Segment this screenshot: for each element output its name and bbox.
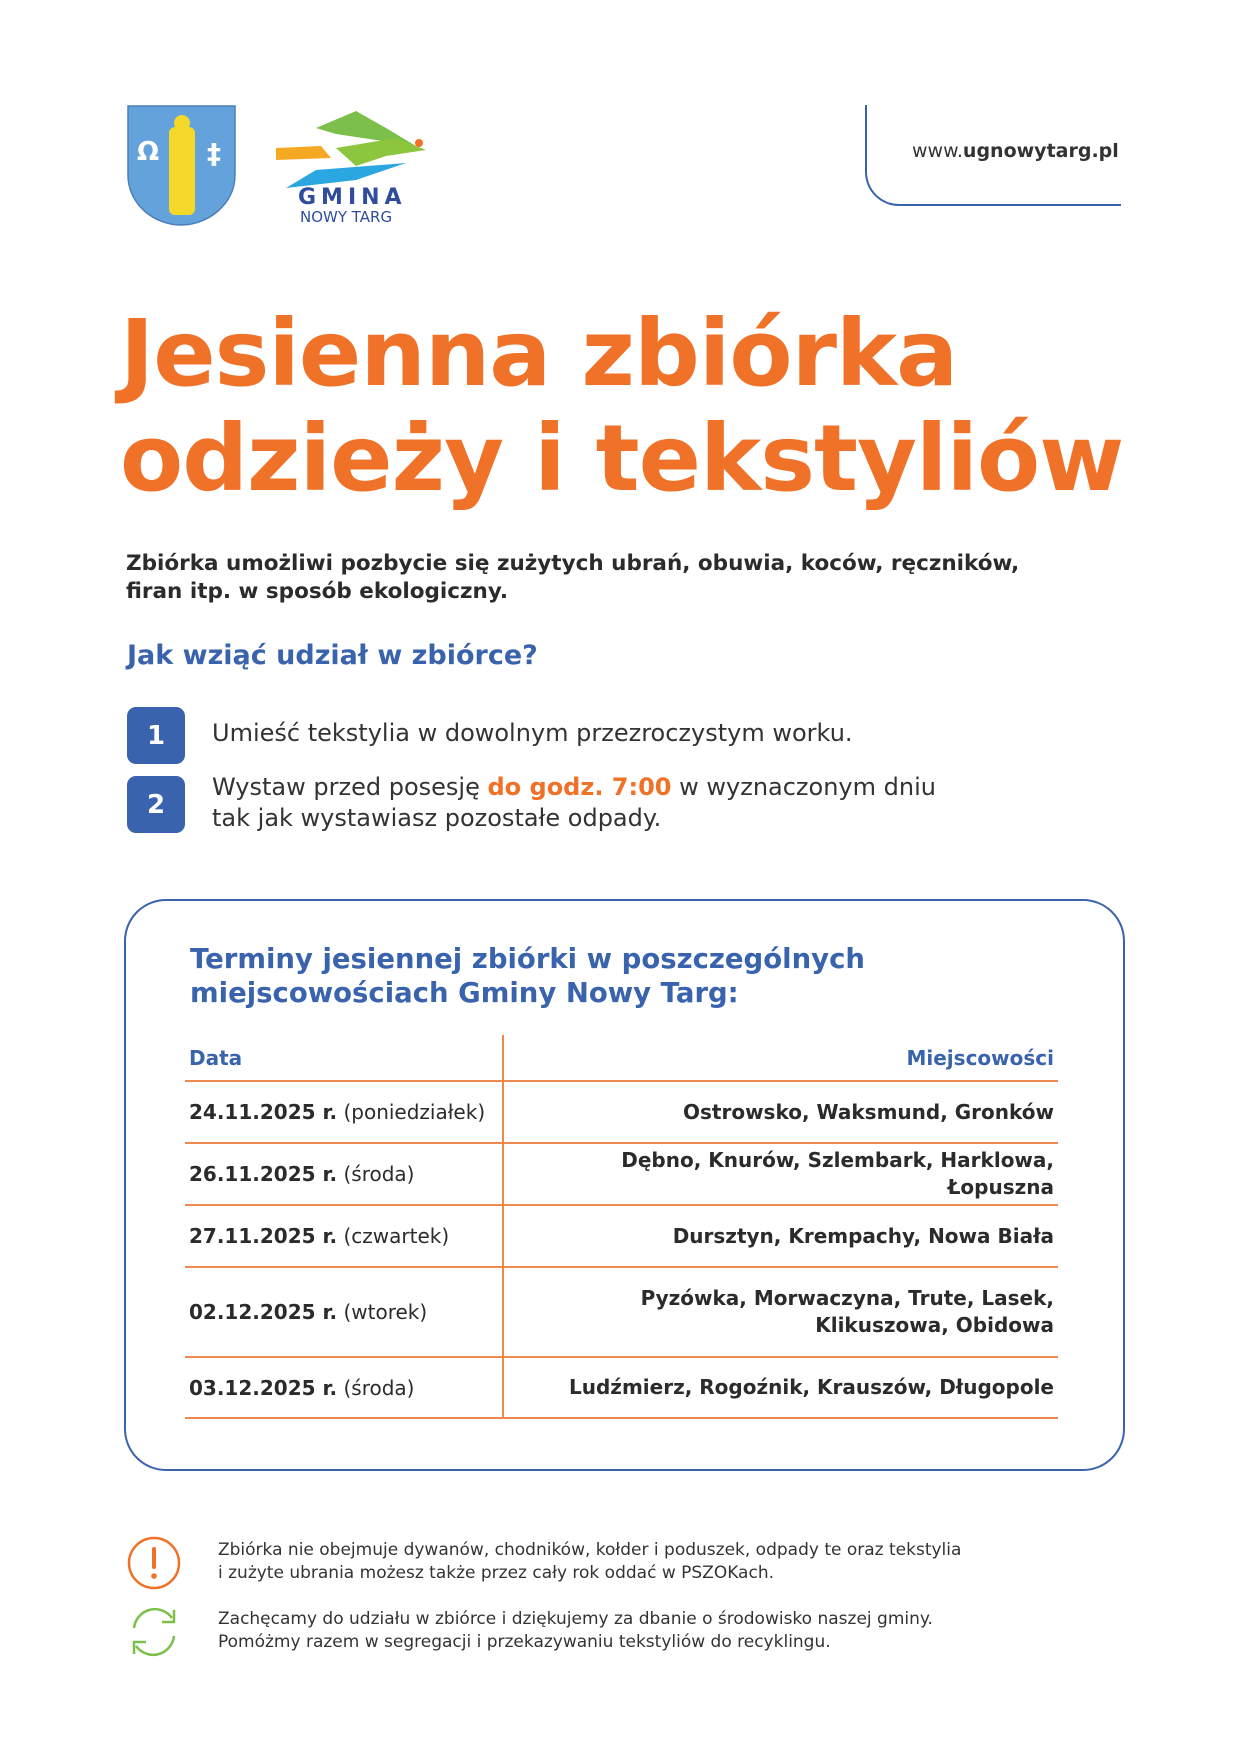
schedule-table: Data Miejscowości 24.11.2025 r. (poniedzi…: [185, 1035, 1058, 1419]
url-box: [865, 105, 1121, 206]
title-line-2: odzieży i tekstyliów: [120, 405, 1124, 512]
note-1: Zbiórka nie obejmuje dywanów, chodników,…: [218, 1540, 962, 1583]
table-row: 27.11.2025 r. (czwartek) Dursztyn, Krempa…: [185, 1205, 1058, 1268]
logo-text: GMINA: [298, 185, 407, 210]
table-row: 26.11.2025 r. (środa) Dębno, Knurów, Szle…: [185, 1143, 1058, 1206]
recycle-icon: [132, 1607, 176, 1657]
website-link[interactable]: www.ugnowytarg.pl: [912, 140, 1119, 162]
intro-text: Zbiórka umożliwi pozbycie się zużytych u…: [126, 551, 1020, 604]
svg-text:Ω: Ω: [137, 137, 159, 167]
col-date: Data: [185, 1035, 504, 1082]
step-2-text: Wystaw przed posesję do godz. 7:00 w wyz…: [212, 773, 936, 832]
note-2: Zachęcamy do udziału w zbiórce i dziękuj…: [218, 1609, 933, 1652]
table-header: Data Miejscowości: [185, 1035, 1058, 1082]
coat-of-arms-logo: Ω ‡: [127, 105, 236, 226]
table-row: 03.12.2025 r. (środa) Ludźmierz, Rogoźnik…: [185, 1357, 1058, 1419]
table-row: 24.11.2025 r. (poniedziałek) Ostrowsko, W…: [185, 1081, 1058, 1144]
col-places: Miejscowości: [503, 1035, 1058, 1082]
logo-subtext: NOWY TARG: [300, 208, 392, 226]
gmina-logo: GMINA NOWY TARG: [276, 111, 426, 226]
schedule-title: Terminy jesiennej zbiórki w poszczególny…: [190, 943, 865, 1009]
step-2-badge: 2: [127, 776, 185, 833]
step-1-text: Umieść tekstylia w dowolnym przezroczyst…: [212, 719, 853, 747]
schedule-box: [124, 899, 1125, 1471]
title-line-1: Jesienna zbiórka: [120, 300, 958, 407]
howto-heading: Jak wziąć udział w zbiórce?: [127, 640, 538, 671]
svg-text:‡: ‡: [207, 137, 221, 170]
table-row: 02.12.2025 r. (wtorek) Pyzówka, Morwaczyn…: [185, 1267, 1058, 1358]
exclamation-icon: [127, 1536, 181, 1590]
step-1-badge: 1: [127, 707, 185, 764]
